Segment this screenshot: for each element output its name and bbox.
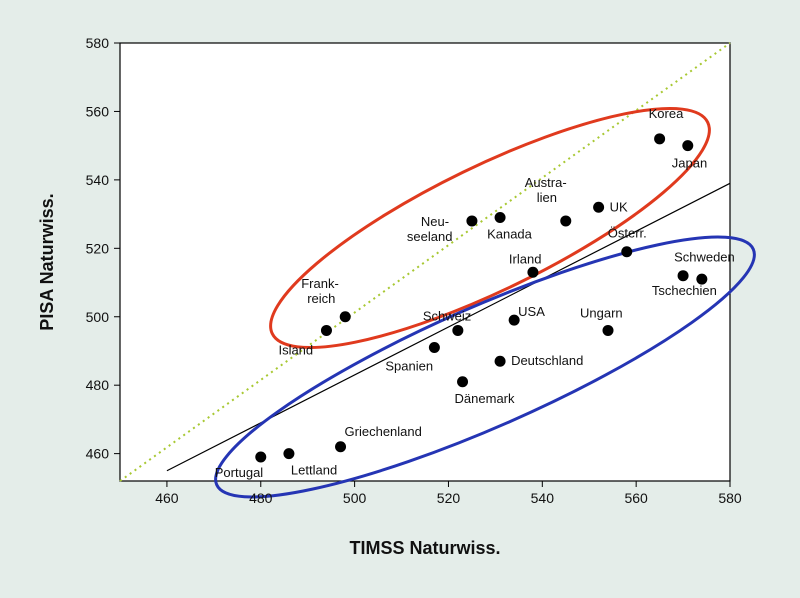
point-label: Lettland (291, 463, 337, 478)
point-label: Island (278, 342, 313, 357)
data-point (654, 133, 666, 145)
data-point (602, 324, 614, 336)
x-tick-label: 520 (437, 490, 461, 506)
data-point (621, 246, 633, 258)
y-tick-label: 480 (86, 377, 110, 393)
point-label-line2: seeland (407, 229, 453, 244)
data-point (682, 140, 694, 152)
point-label: Neu- (421, 214, 449, 229)
x-tick-label: 480 (249, 490, 273, 506)
data-point (255, 451, 267, 463)
data-point (335, 441, 347, 453)
y-tick-label: 540 (86, 172, 110, 188)
data-points (255, 133, 708, 463)
cluster-ellipses (214, 106, 756, 499)
x-axis-title: TIMSS Naturwiss. (349, 538, 500, 558)
point-label: Ungarn (580, 305, 623, 320)
point-label: Schweden (674, 250, 735, 265)
data-point (466, 215, 478, 227)
y-tick-label: 560 (86, 103, 110, 119)
x-tick-label: 540 (531, 490, 555, 506)
point-label: Kanada (487, 227, 533, 242)
x-tick-label: 460 (155, 490, 179, 506)
point-label: Spanien (385, 359, 433, 374)
diagonal-line (119, 42, 731, 482)
x-tick-label: 580 (718, 490, 742, 506)
data-point (457, 376, 469, 388)
data-point (494, 355, 506, 367)
y-tick-label: 500 (86, 309, 110, 325)
data-point (320, 324, 332, 336)
point-labels: Korea Japan UK Austra-lien Kanada Neu-seeland… (215, 106, 735, 480)
data-point (428, 342, 440, 354)
y-axis-title: PISA Naturwiss. (37, 193, 57, 330)
point-label: Schweiz (423, 308, 471, 323)
point-label: USA (518, 304, 545, 319)
point-label: Frank- (301, 276, 339, 291)
y-axis-ticks: 460 480 500 520 540 560 580 (86, 35, 120, 462)
data-point (508, 314, 520, 326)
data-point (527, 266, 539, 278)
y-tick-label: 520 (86, 240, 110, 256)
y-tick-label: 460 (86, 446, 110, 462)
point-label: Tschechien (652, 283, 717, 298)
y-tick-label: 580 (86, 35, 110, 51)
lower-cluster-ellipse (214, 235, 756, 499)
point-label: Portugal (215, 465, 264, 480)
upper-cluster-ellipse (269, 106, 711, 350)
data-point (696, 273, 708, 285)
data-point (494, 212, 506, 224)
point-label: Japan (672, 156, 707, 171)
data-point (339, 311, 351, 323)
point-label: Austra- (525, 175, 567, 190)
point-label: Korea (649, 106, 684, 121)
point-label-line2: reich (307, 291, 335, 306)
point-label: Österr. (608, 226, 647, 241)
point-label: Irland (509, 251, 542, 266)
data-point (452, 324, 464, 336)
point-label: Griechenland (345, 424, 422, 439)
point-label: Dänemark (455, 391, 515, 406)
data-point (593, 201, 605, 213)
x-tick-label: 560 (624, 490, 648, 506)
point-label: UK (610, 199, 628, 214)
point-label: Deutschland (511, 353, 583, 368)
data-point (677, 270, 689, 282)
x-axis-ticks: 460 480 500 520 540 560 580 (155, 481, 742, 506)
point-label-line2: lien (537, 190, 557, 205)
x-tick-label: 500 (343, 490, 367, 506)
data-point (560, 215, 572, 227)
data-point (283, 448, 295, 460)
